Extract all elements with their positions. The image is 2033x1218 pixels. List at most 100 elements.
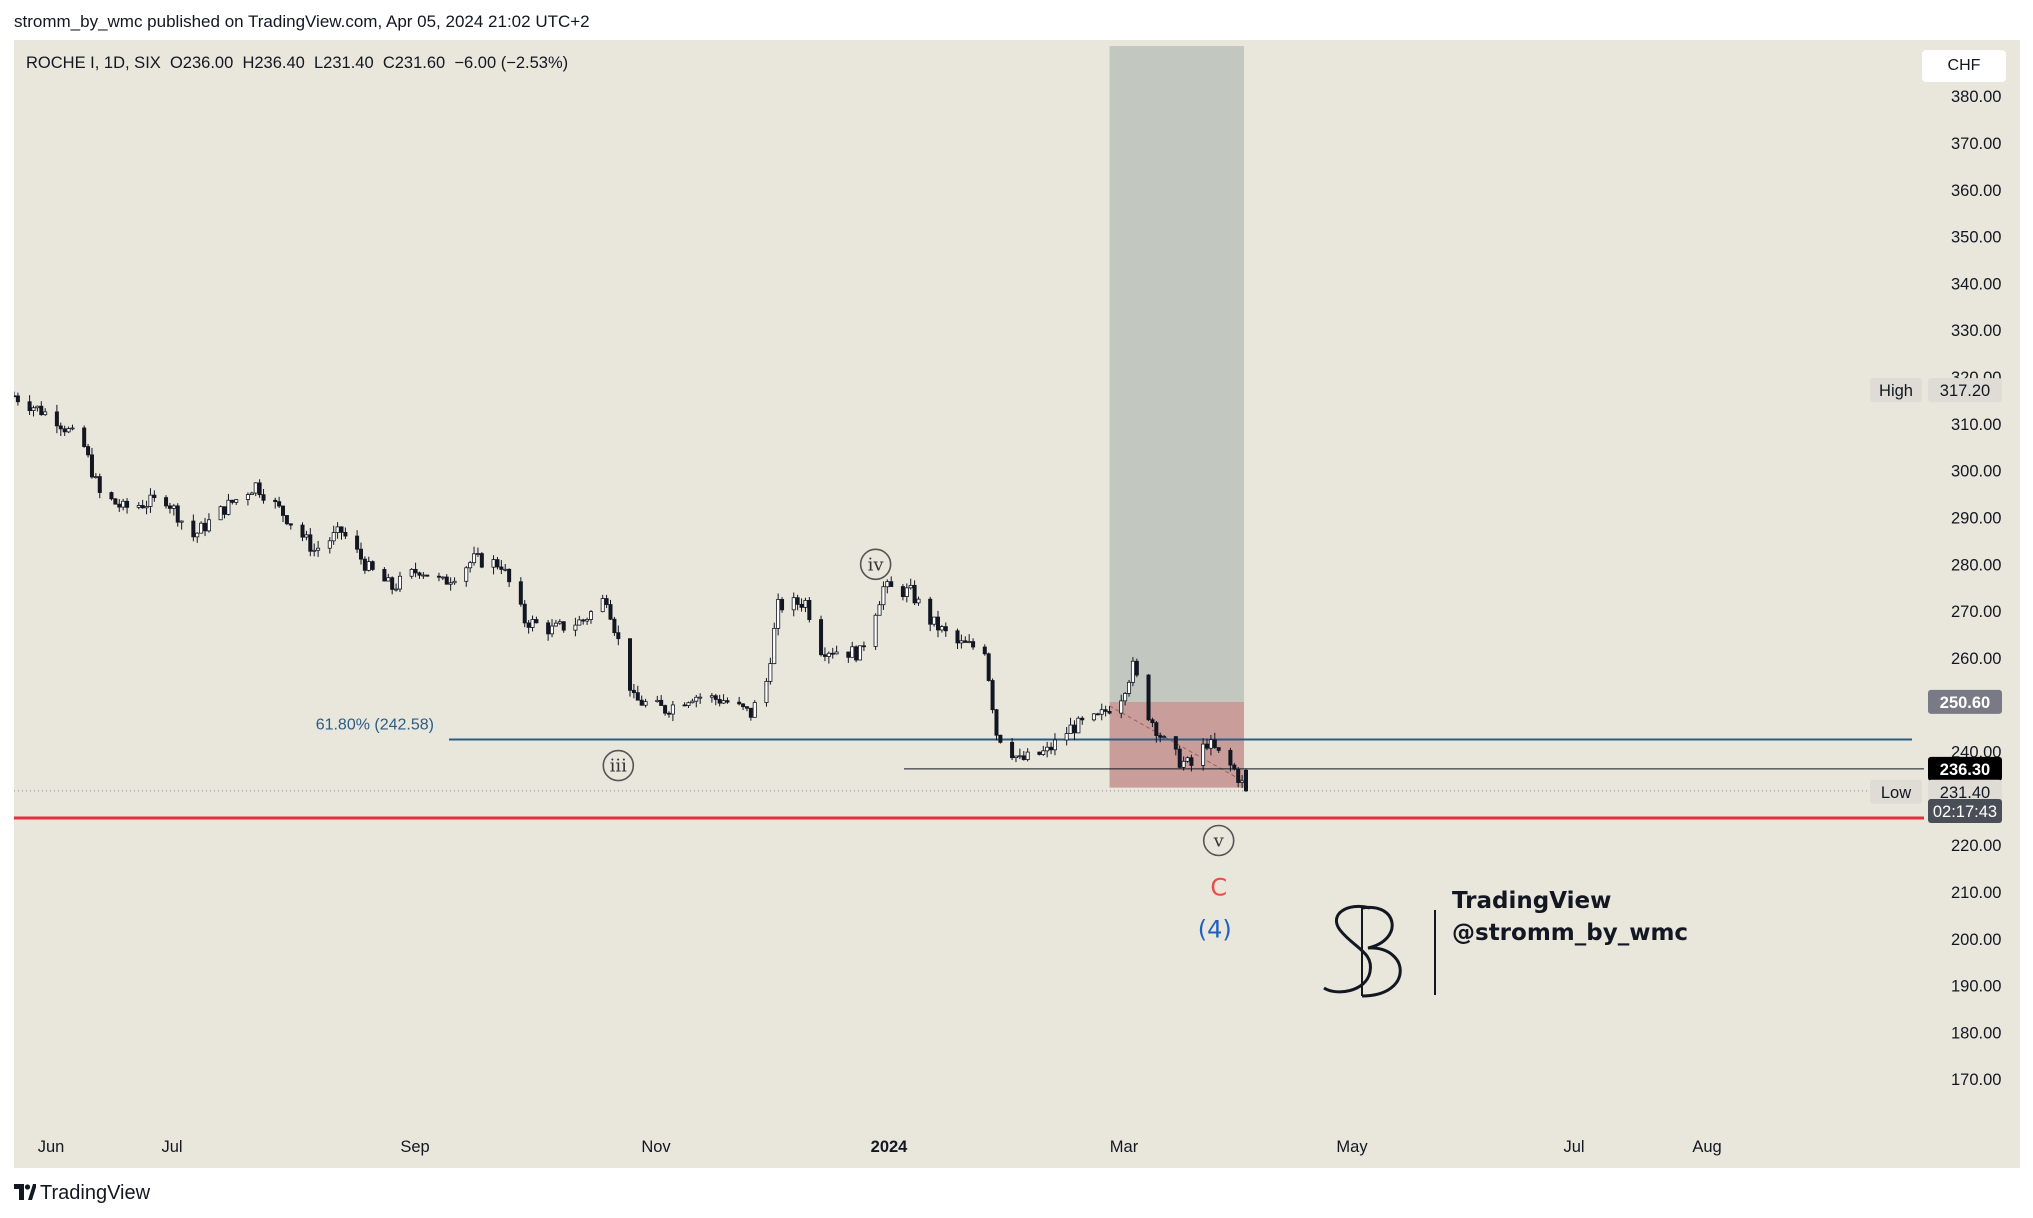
candle-body xyxy=(561,621,566,631)
y-tick-label: 210.00 xyxy=(1951,884,2001,902)
candle-body xyxy=(955,630,960,644)
candle-body xyxy=(58,425,63,430)
candle-body xyxy=(1091,713,1096,721)
candle-body xyxy=(136,505,141,508)
candle-body xyxy=(125,500,130,508)
wave-iii-label: iii xyxy=(610,756,628,777)
candle-body xyxy=(144,506,149,509)
candle-body xyxy=(1107,711,1112,714)
candle-body xyxy=(670,704,675,715)
candle-body xyxy=(518,581,523,605)
candle-body xyxy=(643,701,648,706)
candle-body xyxy=(713,695,718,700)
candle-body xyxy=(397,575,402,590)
footer-brand: TradingView xyxy=(40,1182,151,1204)
candle-body xyxy=(308,534,313,552)
candle-body xyxy=(284,515,289,525)
candle-body xyxy=(495,559,500,568)
candle-body xyxy=(990,680,995,711)
candle-body xyxy=(873,614,878,647)
candle-body xyxy=(1173,736,1178,750)
candle-body xyxy=(682,704,687,707)
high-tag: High xyxy=(1879,382,1913,400)
wave-4-label: (4) xyxy=(1198,915,1232,943)
wave-c-label: C xyxy=(1210,873,1227,901)
candle-body xyxy=(1045,746,1050,752)
candle-body xyxy=(850,646,855,658)
candle-body xyxy=(191,520,196,538)
candle-body xyxy=(573,624,578,631)
candle-body xyxy=(230,499,235,503)
candle-body xyxy=(752,702,757,718)
candle-body xyxy=(93,476,98,479)
candle-body xyxy=(312,549,317,552)
candle-body xyxy=(1146,674,1151,721)
y-tick-label: 300.00 xyxy=(1951,463,2001,481)
candle-body xyxy=(635,692,640,701)
candle-body xyxy=(249,492,254,496)
candle-body xyxy=(140,505,145,509)
candle-body xyxy=(39,405,44,416)
candle-body xyxy=(436,575,441,578)
candle-body xyxy=(912,584,917,604)
candle-body xyxy=(390,577,395,590)
publish-header: stromm_by_wmc published on TradingView.c… xyxy=(0,0,2033,40)
x-tick-label: 2024 xyxy=(871,1138,909,1156)
candle-body xyxy=(639,699,644,706)
candle-body xyxy=(343,532,348,537)
y-tick-label: 290.00 xyxy=(1951,509,2001,527)
candle-body xyxy=(858,645,863,661)
candle-body xyxy=(690,700,695,704)
y-tick-label: 380.00 xyxy=(1951,88,2001,106)
tradingview-logo-icon xyxy=(14,1184,36,1200)
candle-body xyxy=(776,599,781,629)
candle-body xyxy=(222,506,227,515)
candle-body xyxy=(600,598,605,613)
candle-body xyxy=(846,651,851,658)
candle-body xyxy=(1119,700,1124,714)
candle-body xyxy=(717,699,722,704)
target-zone xyxy=(1109,46,1244,702)
candle-body xyxy=(1134,660,1139,676)
candle-body xyxy=(772,627,777,665)
candle-body xyxy=(499,566,504,570)
wave-iii-circle xyxy=(602,749,635,782)
candle-body xyxy=(70,427,75,430)
candle-body xyxy=(86,446,91,456)
candle-body xyxy=(663,705,668,714)
candle-body xyxy=(971,641,976,648)
candle-body xyxy=(943,626,948,632)
candle-body xyxy=(982,646,987,655)
candle-body xyxy=(604,598,609,605)
candle-body xyxy=(546,622,551,635)
candle-body xyxy=(1232,764,1237,770)
candle-body xyxy=(1068,724,1073,734)
currency-button[interactable]: CHF xyxy=(1922,50,2006,82)
candle-body xyxy=(1236,768,1241,783)
candle-body xyxy=(764,680,769,703)
chart-area[interactable]: Jun Jul Sep Nov 2024 Mar May Jul Aug 61.80% (242.… xyxy=(14,40,2020,1168)
candle-body xyxy=(448,582,453,585)
candle-body xyxy=(994,709,999,736)
candle-body xyxy=(1205,743,1210,749)
candle-body xyxy=(304,534,309,538)
candle-body xyxy=(861,645,866,648)
candle-body xyxy=(819,619,824,656)
candle-body xyxy=(370,561,375,570)
x-tick-label: Jul xyxy=(1563,1138,1584,1156)
candle-body xyxy=(589,611,594,620)
candle-body xyxy=(655,699,660,703)
legend-high: H236.40 xyxy=(242,54,305,72)
candle-body xyxy=(1162,736,1167,738)
candle-body xyxy=(43,411,48,416)
x-tick-label: May xyxy=(1336,1138,1368,1156)
candle-body xyxy=(1240,780,1245,783)
candle-body xyxy=(206,519,211,532)
candle-body xyxy=(14,395,17,398)
candle-body xyxy=(666,712,671,715)
candle-body xyxy=(444,576,449,585)
y-tick-label: 340.00 xyxy=(1951,275,2001,293)
candle-body xyxy=(62,428,67,433)
candle-body xyxy=(799,603,804,608)
price-chart[interactable]: Jun Jul Sep Nov 2024 Mar May Jul Aug 61.80% (242.… xyxy=(14,40,2020,1168)
